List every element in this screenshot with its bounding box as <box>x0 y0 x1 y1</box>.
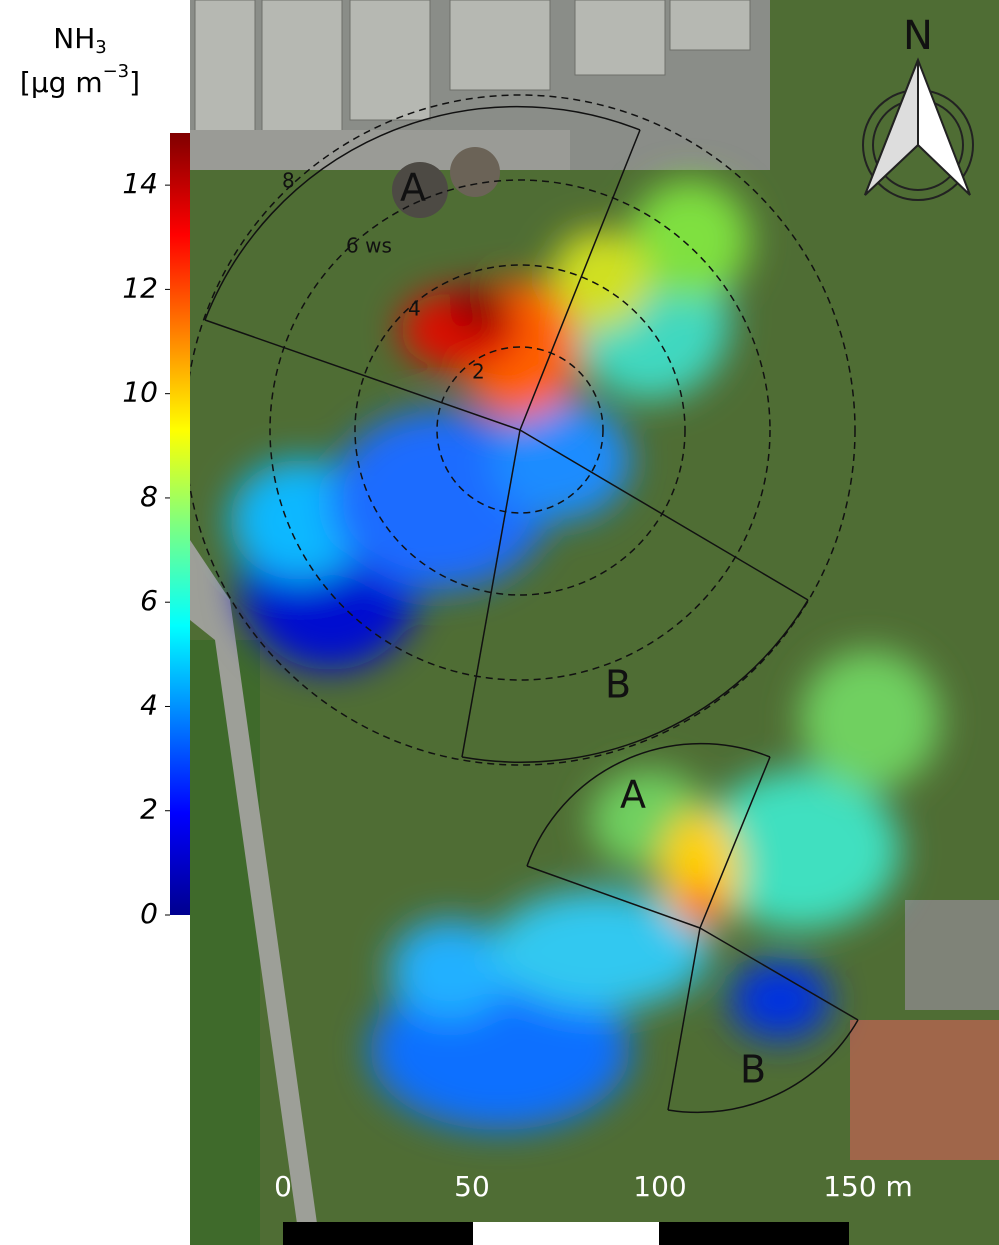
scale-label: 50 <box>454 1170 490 1203</box>
north-label: N <box>903 13 933 59</box>
colorbar-title: NH3 <box>53 22 106 58</box>
colorbar-gradient <box>170 133 190 915</box>
colorbar-tick-label: 12 <box>122 271 158 304</box>
colorbar-tick-label: 8 <box>140 480 158 513</box>
sector-label: B <box>605 663 631 707</box>
sector-label: B <box>740 1048 766 1092</box>
colorbar-unit: [μg m−3] <box>20 61 140 99</box>
sector-label: A <box>400 166 426 210</box>
concentration-heatmap <box>370 650 940 1130</box>
scale-label: 0 <box>274 1170 292 1203</box>
ring-label: 2 <box>472 360 485 384</box>
sector-labels: A B A B <box>400 166 766 1092</box>
ring-label: 6 ws <box>346 234 392 258</box>
ring-label: 4 <box>408 297 421 321</box>
colorbar-tick-label: 6 <box>140 584 158 617</box>
colorbar-tick-label: 2 <box>140 793 158 826</box>
concentration-heatmap <box>230 180 750 670</box>
sector-label: A <box>620 773 646 817</box>
north-arrow: N <box>862 13 974 201</box>
colorbar-tick-label: 14 <box>122 167 158 200</box>
colorbar-tick-label: 4 <box>140 688 158 721</box>
scale-label: 100 <box>633 1170 686 1203</box>
colorbar-tick-label: 10 <box>122 376 158 409</box>
colorbar-tick-label: 0 <box>140 897 158 930</box>
scale-label: 150 m <box>823 1170 913 1203</box>
sector-lines <box>184 94 859 1114</box>
ring-label: 8 <box>282 169 295 193</box>
scale-bar: 0 50 100 150 m <box>274 1170 913 1245</box>
colorbar: NH3 [μg m−3] 0 2 4 6 8 10 12 14 <box>20 22 190 930</box>
aerial-background <box>190 0 999 1245</box>
